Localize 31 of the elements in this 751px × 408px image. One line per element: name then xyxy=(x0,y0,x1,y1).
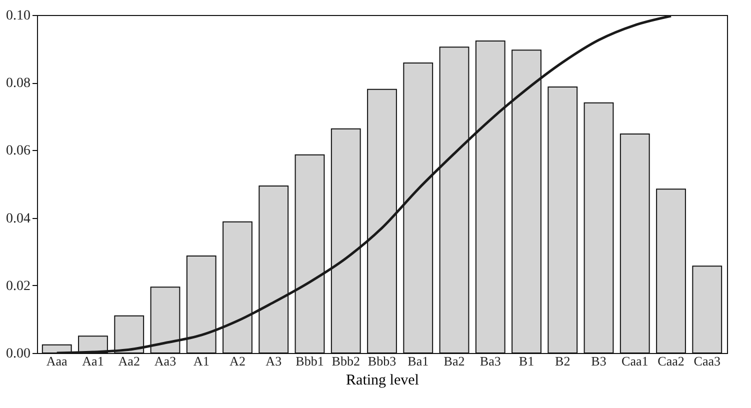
x-tick-label: B1 xyxy=(518,354,534,368)
bar xyxy=(620,133,650,353)
x-tick-label: Caa1 xyxy=(622,354,648,368)
bar xyxy=(656,188,686,353)
bar xyxy=(548,86,578,353)
x-tick-label: Caa2 xyxy=(658,354,684,368)
x-tick-label: Ba2 xyxy=(444,354,465,368)
x-tick-label: Aa1 xyxy=(82,354,104,368)
x-tick-label: B3 xyxy=(591,354,606,368)
bar xyxy=(692,266,722,353)
y-tick-label: 0.00 xyxy=(6,346,30,362)
x-tick-label: Bbb1 xyxy=(296,354,324,368)
x-tick-label: A3 xyxy=(266,354,282,368)
x-tick-label: Caa3 xyxy=(694,354,720,368)
x-tick-label: Aa2 xyxy=(118,354,140,368)
x-tick-label: B2 xyxy=(555,354,570,368)
x-tick-label: Bbb2 xyxy=(332,354,360,368)
x-tick-label: Ba1 xyxy=(408,354,429,368)
y-tick-label: 0.08 xyxy=(6,76,30,92)
y-tick-label: 0.10 xyxy=(6,8,30,24)
bar xyxy=(584,102,614,353)
x-tick-label: A2 xyxy=(230,354,246,368)
x-tick-label: Aaa xyxy=(46,354,68,368)
y-tick-label: 0.04 xyxy=(6,211,30,226)
x-tick-label: Aa3 xyxy=(154,354,176,368)
x-axis-title: Rating level xyxy=(346,372,419,388)
y-tick-label: 0.02 xyxy=(6,278,30,294)
x-tick-label: Bbb3 xyxy=(368,354,396,368)
x-tick-label: A1 xyxy=(193,354,210,368)
y-tick-label: 0.06 xyxy=(6,144,30,159)
x-tick-label: Ba3 xyxy=(480,354,501,368)
